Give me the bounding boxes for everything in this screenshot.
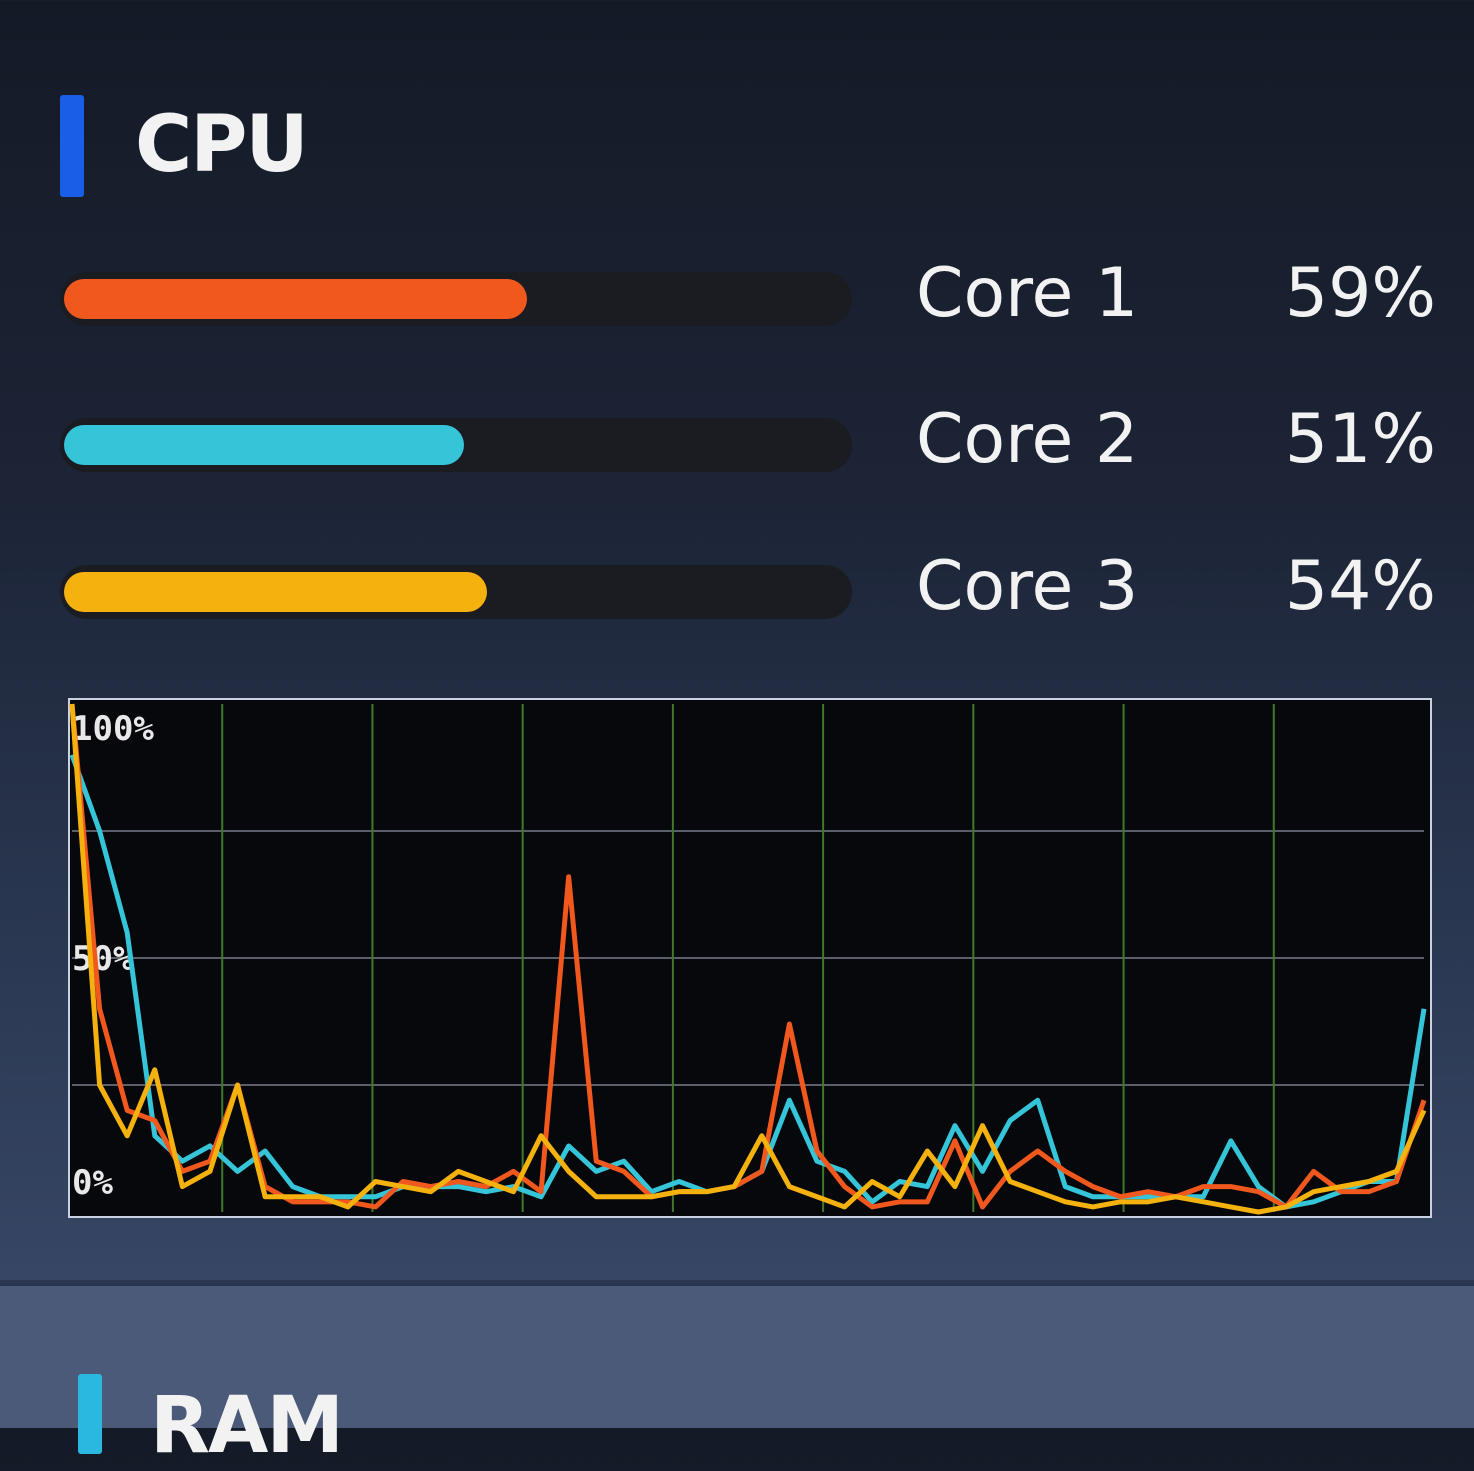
core-1-value: 59% [1284,254,1436,333]
cpu-title: CPU [135,100,309,190]
core-1-usage-bar [60,272,852,326]
core-2-usage-fill [64,425,464,465]
core-3-usage-bar [60,565,852,619]
ram-section: RAM [0,1280,1474,1471]
series-line-core-3 [69,703,1427,1215]
core-2-label: Core 2 [916,400,1139,479]
core-3-usage-fill [64,572,488,612]
core-2-value: 51% [1284,400,1436,479]
ram-title: RAM [150,1381,344,1471]
core-1-label: Core 1 [916,254,1139,333]
y-tick-label: 50% [72,939,134,979]
core-3-value: 54% [1284,547,1436,626]
cpu-accent-bar [60,95,84,197]
ram-accent-bar [78,1374,102,1454]
series-line-core-2 [69,703,1427,1210]
core-2-usage-bar [60,418,852,472]
y-tick-label: 100% [72,709,154,749]
core-1-usage-fill [64,279,527,319]
cpu-history-chart: 100% 50% 0% [68,698,1432,1218]
core-3-label: Core 3 [916,547,1139,626]
y-tick-label: 0% [72,1163,113,1203]
